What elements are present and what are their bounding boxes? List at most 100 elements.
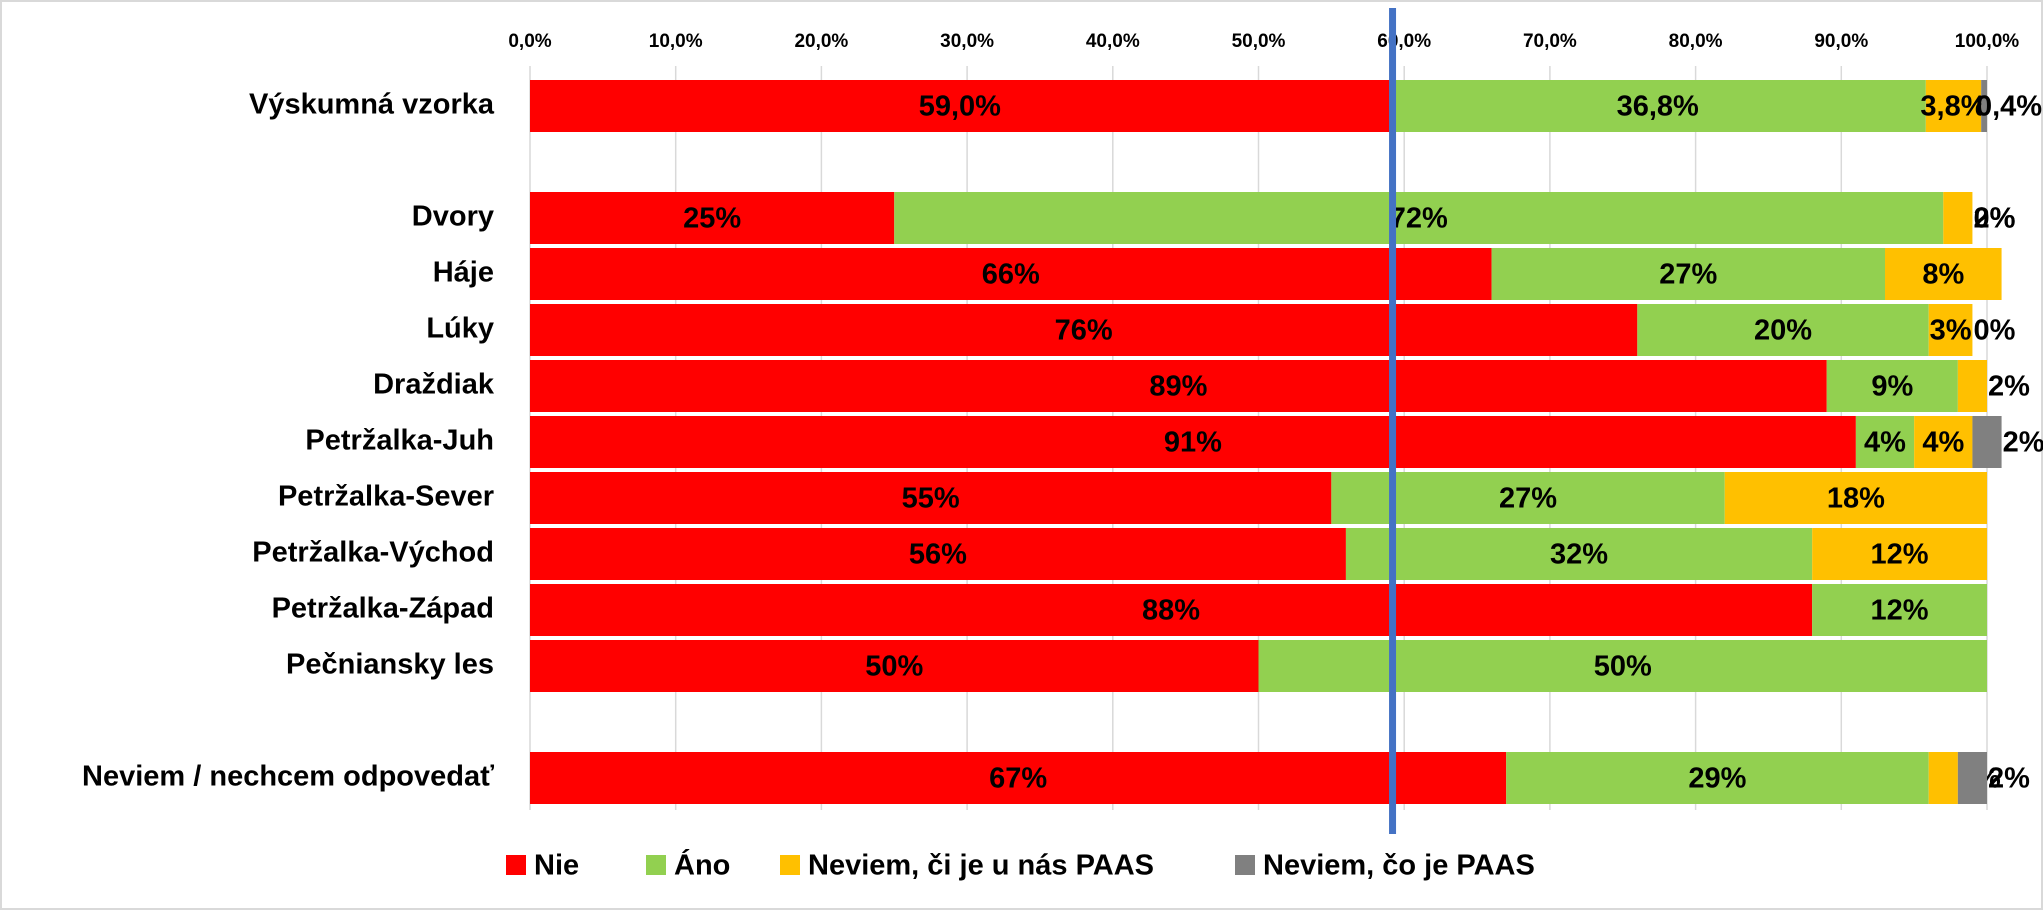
- category-label: Petržalka-Sever: [278, 481, 494, 513]
- bar-segment: [1345, 528, 1813, 580]
- x-tick-label: 30,0%: [940, 31, 994, 52]
- x-tick-label: 0,0%: [508, 31, 551, 52]
- value-label: 2%: [1988, 763, 2030, 795]
- value-label: 50%: [1594, 651, 1652, 683]
- value-label: 25%: [683, 203, 741, 235]
- bar-segment: [1491, 248, 1886, 300]
- x-tick-label: 50,0%: [1232, 31, 1286, 52]
- x-tick-label: 90,0%: [1814, 31, 1868, 52]
- x-tick-label: 70,0%: [1523, 31, 1577, 52]
- value-label: 2%: [1973, 203, 2015, 235]
- value-label: 67%: [989, 763, 1047, 795]
- value-label: 59,0%: [919, 91, 1001, 123]
- value-label: 18%: [1827, 483, 1885, 515]
- x-tick-label: 60,0%: [1377, 31, 1431, 52]
- bar-segment: [530, 304, 1638, 356]
- category-label: Neviem / nechcem odpovedať: [82, 761, 494, 793]
- value-label: 0%: [1973, 203, 2015, 235]
- bar-segment: [1925, 80, 1982, 132]
- category-label: Výskumná vzorka: [249, 89, 495, 121]
- bar-segment: [1981, 80, 1987, 132]
- bar-segment: [530, 80, 1390, 132]
- value-label: 27%: [1499, 483, 1557, 515]
- value-label: 55%: [902, 483, 960, 515]
- value-label: 72%: [1390, 203, 1448, 235]
- bar-segment: [1812, 584, 1987, 636]
- legend-swatch: [780, 855, 800, 875]
- legend-label: Nie: [534, 850, 579, 882]
- x-tick-label: 100,0%: [1955, 31, 2020, 52]
- bar-segment: [530, 640, 1259, 692]
- legend-label: Áno: [674, 848, 730, 882]
- x-tick-label: 20,0%: [794, 31, 848, 52]
- value-label: 9%: [1871, 371, 1913, 403]
- bar-segment: [1389, 80, 1926, 132]
- bar-segment: [530, 248, 1492, 300]
- bar-segment: [1914, 416, 1973, 468]
- bar-segment: [530, 528, 1346, 580]
- value-label: 8%: [1922, 259, 1964, 291]
- value-label: 27%: [1659, 259, 1717, 291]
- bar-segment: [1724, 472, 1987, 524]
- legend-swatch: [1235, 855, 1255, 875]
- x-tick-label: 10,0%: [649, 31, 703, 52]
- bar-segment: [1855, 416, 1915, 468]
- value-label: 76%: [1055, 315, 1113, 347]
- value-label: 66%: [982, 259, 1040, 291]
- value-label: 29%: [1688, 763, 1746, 795]
- value-label: 20%: [1754, 315, 1812, 347]
- legend-swatch: [506, 855, 526, 875]
- category-label: Háje: [433, 257, 494, 289]
- bar-segment: [1957, 752, 1987, 804]
- legend-swatch: [646, 855, 666, 875]
- category-label: Petržalka-Juh: [305, 425, 494, 457]
- bar-segment: [1972, 416, 2002, 468]
- category-label: Pečniansky les: [286, 649, 494, 681]
- value-label: 12%: [1871, 539, 1929, 571]
- category-label: Petržalka-Východ: [252, 537, 494, 569]
- value-label: 12%: [1871, 595, 1929, 627]
- value-label: 50%: [865, 651, 923, 683]
- bar-segment: [894, 192, 1944, 244]
- bar-segment: [1637, 304, 1929, 356]
- legend-label: Neviem, či je u nás PAAS: [808, 850, 1154, 882]
- bar-segment: [530, 360, 1827, 412]
- x-tick-label: 40,0%: [1086, 31, 1140, 52]
- category-label: Petržalka-Západ: [272, 593, 494, 625]
- bar-segment: [1957, 360, 1987, 412]
- bar-segment: [1826, 360, 1958, 412]
- bar-segment: [1331, 472, 1725, 524]
- value-label: 36,8%: [1617, 91, 1699, 123]
- category-label: Lúky: [426, 313, 494, 345]
- value-label: 32%: [1550, 539, 1608, 571]
- bar-segment: [1943, 192, 1973, 244]
- category-label: Dvory: [412, 201, 494, 233]
- bar-segment: [530, 472, 1332, 524]
- value-label: 56%: [909, 539, 967, 571]
- value-label: 0,4%: [1976, 91, 2042, 123]
- bar-segment: [1928, 304, 1973, 356]
- value-label: 3%: [1930, 315, 1972, 347]
- value-label: 3,8%: [1920, 91, 1986, 123]
- x-tick-label: 80,0%: [1669, 31, 1723, 52]
- bar-segment: [1928, 752, 1958, 804]
- value-label: 0%: [1973, 315, 2015, 347]
- value-label: 91%: [1164, 427, 1222, 459]
- value-label: 4%: [1922, 427, 1964, 459]
- value-label: 88%: [1142, 595, 1200, 627]
- bar-segment: [1506, 752, 1929, 804]
- bar-segment: [530, 584, 1813, 636]
- value-label: 2%: [1988, 371, 2030, 403]
- bar-segment: [530, 752, 1507, 804]
- bar-segment: [1812, 528, 1987, 580]
- bar-segment: [1258, 640, 1987, 692]
- bar-segment: [530, 416, 1856, 468]
- value-label: 2%: [2003, 427, 2043, 459]
- value-label: 89%: [1149, 371, 1207, 403]
- category-label: Draždiak: [373, 369, 495, 401]
- value-label: 4%: [1864, 427, 1906, 459]
- bar-segment: [1885, 248, 2002, 300]
- bar-segment: [530, 192, 895, 244]
- legend-label: Neviem, čo je PAAS: [1263, 850, 1535, 882]
